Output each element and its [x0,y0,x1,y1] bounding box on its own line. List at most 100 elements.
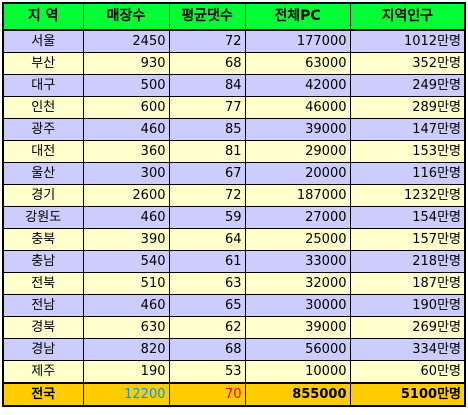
population-cell[interactable]: 1232만명 [349,184,466,207]
population-cell[interactable]: 1012만명 [349,29,466,53]
total-pc-cell[interactable]: 30000 [244,294,351,317]
population-cell[interactable]: 116만명 [349,162,466,185]
region-cell[interactable]: 충남 [2,250,84,273]
stores-cell[interactable]: 460 [82,206,170,229]
table-row: 부산 930 68 63000 352만명 [2,52,466,75]
header-total-pc[interactable]: 전체PC [244,2,351,31]
total-pc-cell[interactable]: 25000 [244,228,351,251]
total-pc-cell[interactable]: 177000 [244,29,351,53]
population-cell[interactable]: 157만명 [349,228,466,251]
population-cell[interactable]: 249만명 [349,74,466,97]
avg-seats-cell[interactable]: 72 [168,29,246,53]
avg-seats-cell[interactable]: 59 [168,206,246,229]
header-population[interactable]: 지역인구 [349,2,466,31]
total-population-cell[interactable]: 5100만명 [349,382,466,407]
avg-seats-cell[interactable]: 68 [168,52,246,75]
stores-cell[interactable]: 500 [82,74,170,97]
population-cell[interactable]: 60만명 [349,360,466,384]
total-pc-cell[interactable]: 33000 [244,250,351,273]
total-pc-cell[interactable]: 10000 [244,360,351,384]
table-row: 전남 460 65 30000 190만명 [2,294,466,317]
total-avg-seats-cell[interactable]: 70 [168,382,246,407]
table-row: 제주 190 53 10000 60만명 [2,360,466,384]
stores-cell[interactable]: 360 [82,140,170,163]
stores-cell[interactable]: 460 [82,118,170,141]
table-row: 서울 2450 72 177000 1012만명 [2,29,466,53]
avg-seats-cell[interactable]: 72 [168,184,246,207]
population-cell[interactable]: 190만명 [349,294,466,317]
population-cell[interactable]: 153만명 [349,140,466,163]
region-cell[interactable]: 경기 [2,184,84,207]
population-cell[interactable]: 187만명 [349,272,466,295]
total-stores-cell[interactable]: 12200 [82,382,170,407]
total-pc-cell[interactable]: 63000 [244,52,351,75]
avg-seats-cell[interactable]: 81 [168,140,246,163]
table-row: 충북 390 64 25000 157만명 [2,228,466,251]
population-cell[interactable]: 154만명 [349,206,466,229]
stores-cell[interactable]: 600 [82,96,170,119]
total-pc-cell[interactable]: 855000 [244,382,351,407]
region-cell[interactable]: 경남 [2,338,84,361]
stores-cell[interactable]: 300 [82,162,170,185]
avg-seats-cell[interactable]: 68 [168,338,246,361]
population-cell[interactable]: 334만명 [349,338,466,361]
avg-seats-cell[interactable]: 65 [168,294,246,317]
population-cell[interactable]: 147만명 [349,118,466,141]
region-cell[interactable]: 울산 [2,162,84,185]
region-cell[interactable]: 부산 [2,52,84,75]
total-pc-cell[interactable]: 42000 [244,74,351,97]
stores-cell[interactable]: 540 [82,250,170,273]
region-cell[interactable]: 전북 [2,272,84,295]
region-cell[interactable]: 서울 [2,29,84,53]
region-cell[interactable]: 경북 [2,316,84,339]
avg-seats-cell[interactable]: 53 [168,360,246,384]
total-pc-cell[interactable]: 20000 [244,162,351,185]
avg-seats-cell[interactable]: 77 [168,96,246,119]
avg-seats-cell[interactable]: 84 [168,74,246,97]
avg-seats-cell[interactable]: 61 [168,250,246,273]
region-cell[interactable]: 강원도 [2,206,84,229]
region-cell[interactable]: 전남 [2,294,84,317]
avg-seats-cell[interactable]: 64 [168,228,246,251]
header-avg-seats[interactable]: 평균댓수 [168,2,246,31]
header-region[interactable]: 지 역 [2,2,84,31]
table-body: 서울 2450 72 177000 1012만명 부산 930 68 63000 352만명 대구 5… [2,29,466,384]
avg-seats-cell[interactable]: 62 [168,316,246,339]
population-cell[interactable]: 289만명 [349,96,466,119]
population-cell[interactable]: 269만명 [349,316,466,339]
stores-cell[interactable]: 930 [82,52,170,75]
stores-cell[interactable]: 510 [82,272,170,295]
total-region-cell[interactable]: 전국 [2,382,84,407]
table-row: 경북 630 62 39000 269만명 [2,316,466,339]
total-pc-cell[interactable]: 39000 [244,316,351,339]
stores-cell[interactable]: 2600 [82,184,170,207]
avg-seats-cell[interactable]: 67 [168,162,246,185]
stores-cell[interactable]: 460 [82,294,170,317]
total-pc-cell[interactable]: 29000 [244,140,351,163]
header-stores[interactable]: 매장수 [82,2,170,31]
region-cell[interactable]: 광주 [2,118,84,141]
stores-cell[interactable]: 630 [82,316,170,339]
population-cell[interactable]: 218만명 [349,250,466,273]
stores-cell[interactable]: 820 [82,338,170,361]
total-pc-cell[interactable]: 56000 [244,338,351,361]
total-pc-cell[interactable]: 39000 [244,118,351,141]
region-cell[interactable]: 인천 [2,96,84,119]
stores-cell[interactable]: 2450 [82,29,170,53]
table-row: 전북 510 63 32000 187만명 [2,272,466,295]
stores-cell[interactable]: 390 [82,228,170,251]
region-cell[interactable]: 제주 [2,360,84,384]
total-row: 전국 12200 70 855000 5100만명 [2,382,466,407]
table-row: 강원도 460 59 27000 154만명 [2,206,466,229]
population-cell[interactable]: 352만명 [349,52,466,75]
region-cell[interactable]: 충북 [2,228,84,251]
region-cell[interactable]: 대전 [2,140,84,163]
total-pc-cell[interactable]: 27000 [244,206,351,229]
avg-seats-cell[interactable]: 85 [168,118,246,141]
total-pc-cell[interactable]: 46000 [244,96,351,119]
stores-cell[interactable]: 190 [82,360,170,384]
total-pc-cell[interactable]: 187000 [244,184,351,207]
total-pc-cell[interactable]: 32000 [244,272,351,295]
region-cell[interactable]: 대구 [2,74,84,97]
avg-seats-cell[interactable]: 63 [168,272,246,295]
